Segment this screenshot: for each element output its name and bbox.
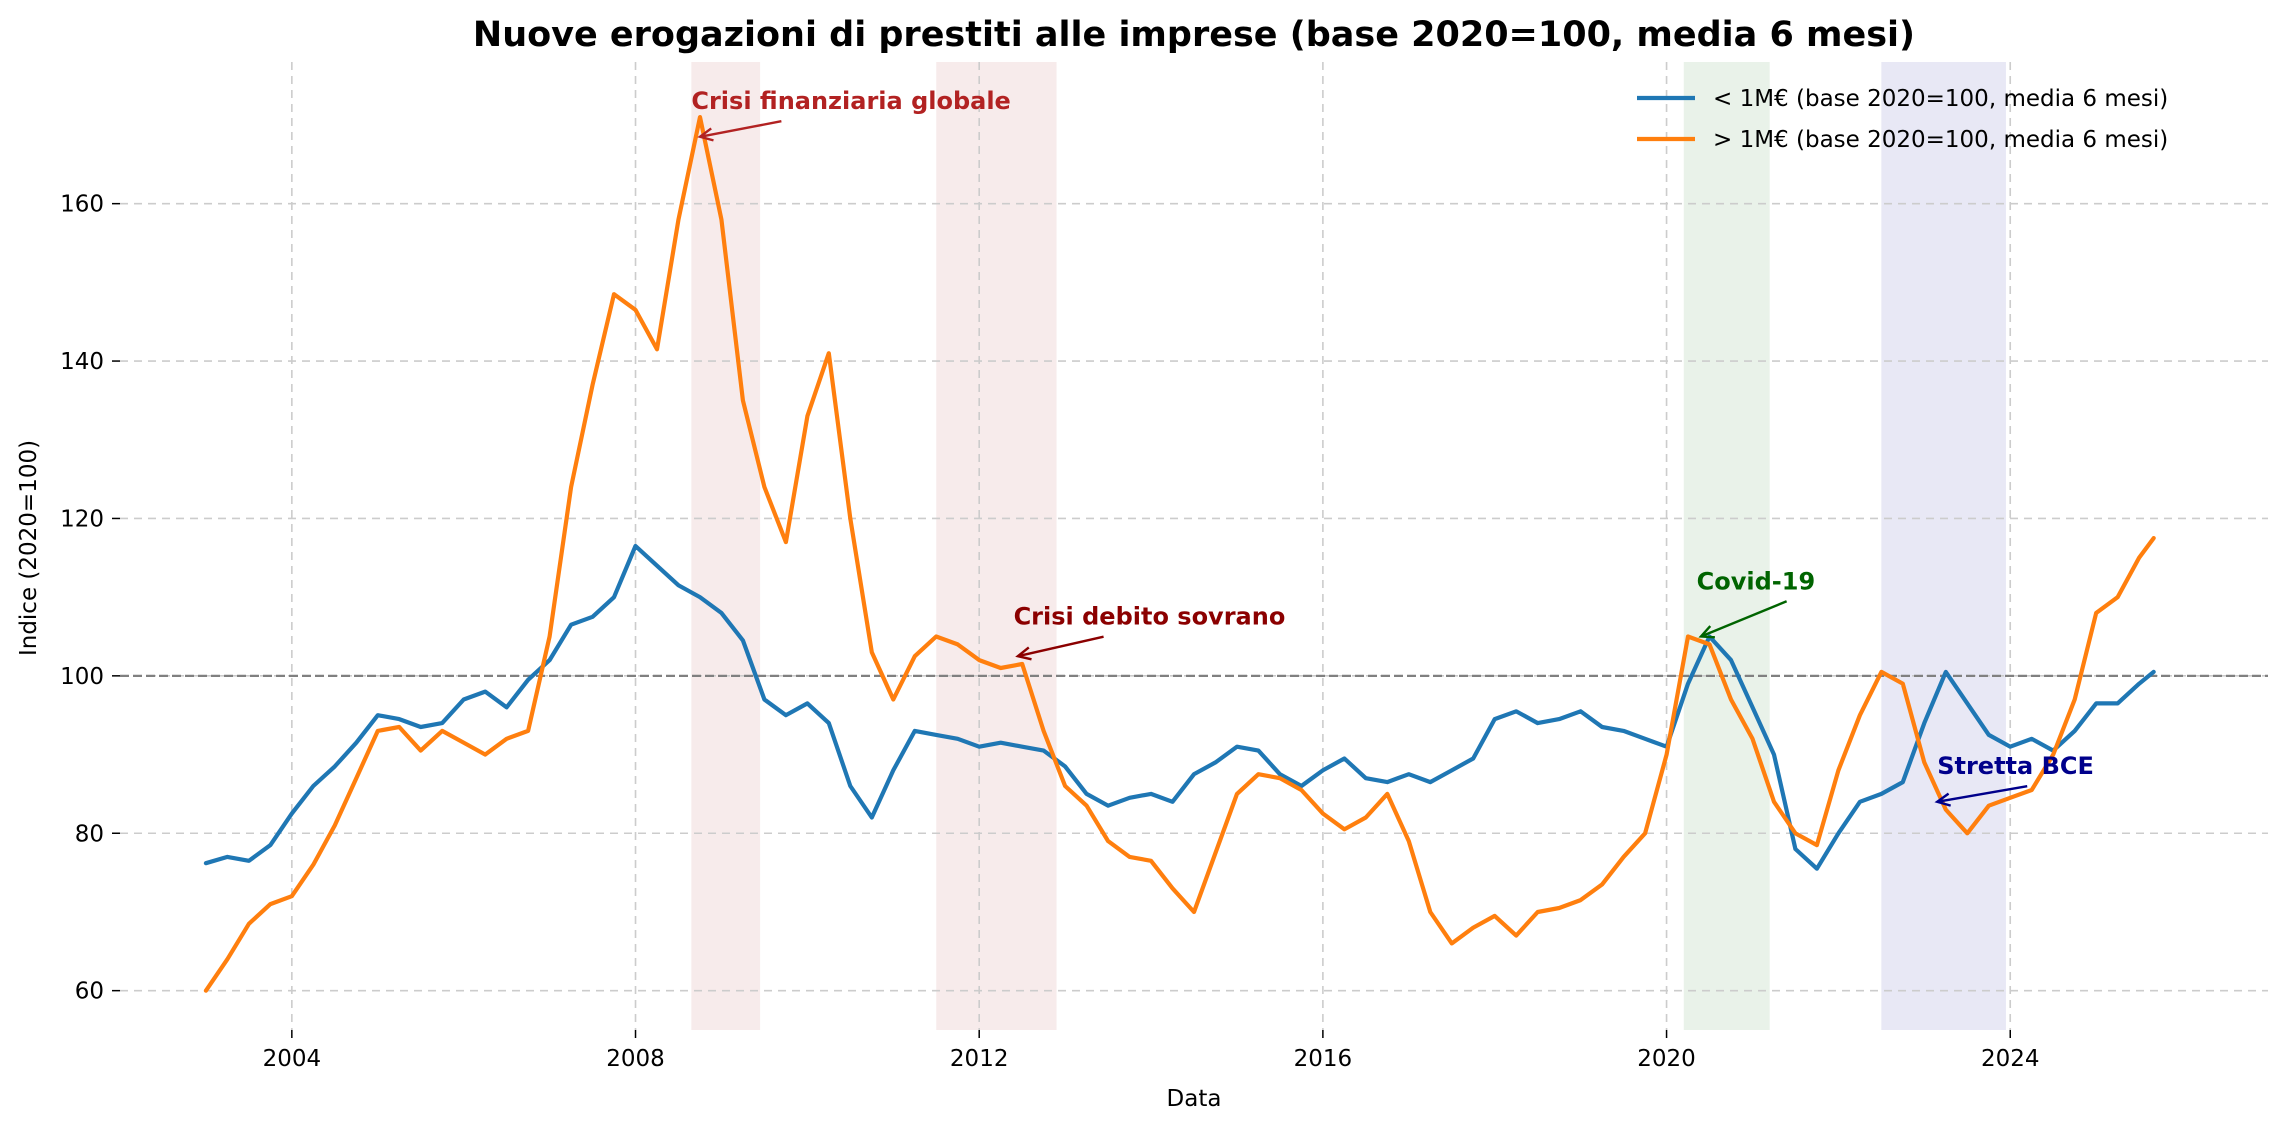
annotation-arrow-0 [699,120,782,138]
annotation-label-1: Crisi debito sovrano [1014,603,1286,631]
y-tick-label-5: 160 [60,192,104,218]
y-tick-label-4: 140 [60,349,104,375]
x-tick-label-3: 2016 [1294,1046,1353,1072]
x-tick-label-2: 2012 [950,1046,1009,1072]
x-tick-label-5: 2024 [1981,1046,2040,1072]
shaded-period-0 [691,62,761,1030]
legend-entry-1: > 1M€ (base 2020=100, media 6 mesi) [1713,127,2168,153]
x-axis-label: Data [1167,1086,1222,1112]
annotation-arrowhead-2 [1698,625,1715,639]
shaded-period-1 [936,62,1057,1030]
y-tick-label-2: 100 [60,664,104,690]
axes: 2004 2008 2012 2016 2020 2024 60 80 100 120 140 16… [60,192,2039,1072]
annotations-layer: Crisi finanziaria globale Crisi debito so… [691,87,2094,807]
annotation-arrowhead-0 [697,127,714,142]
y-tick-label-3: 120 [60,506,104,532]
y-tick-labels: 60 80 100 120 140 160 [60,192,120,1005]
shaded-period-2 [1683,62,1770,1030]
shaded-periods [691,62,2006,1030]
shaded-period-3 [1881,62,2006,1030]
annotation-arrow-2 [1700,600,1788,638]
annotation-arrowhead-3 [1934,792,1952,807]
x-tick-label-4: 2020 [1637,1046,1696,1072]
annotation-arrow-1 [1017,635,1104,658]
x-tick-label-0: 2004 [263,1046,322,1072]
series-layer [203,115,2156,993]
annotation-label-2: Covid-19 [1697,567,1816,595]
legend-entry-0: < 1M€ (base 2020=100, media 6 mesi) [1713,86,2168,112]
series-line-0 [203,543,2156,871]
chart-title: Nuove erogazioni di prestiti alle impres… [473,15,1915,55]
y-axis-label: Indice (2020=100) [16,440,42,656]
annotation-label-0: Crisi finanziaria globale [691,87,1010,115]
legend: < 1M€ (base 2020=100, media 6 mesi) > 1M€… [1637,86,2168,153]
series-line-1 [203,115,2156,993]
x-tick-label-1: 2008 [606,1046,665,1072]
y-tick-label-0: 60 [75,979,104,1005]
y-tick-label-1: 80 [75,821,104,847]
annotation-arrow-3 [1937,785,2028,803]
annotation-label-3: Stretta BCE [1937,752,2094,780]
x-tick-labels: 2004 2008 2012 2016 2020 2024 [263,1030,2040,1072]
annotation-arrowhead-1 [1015,646,1032,661]
